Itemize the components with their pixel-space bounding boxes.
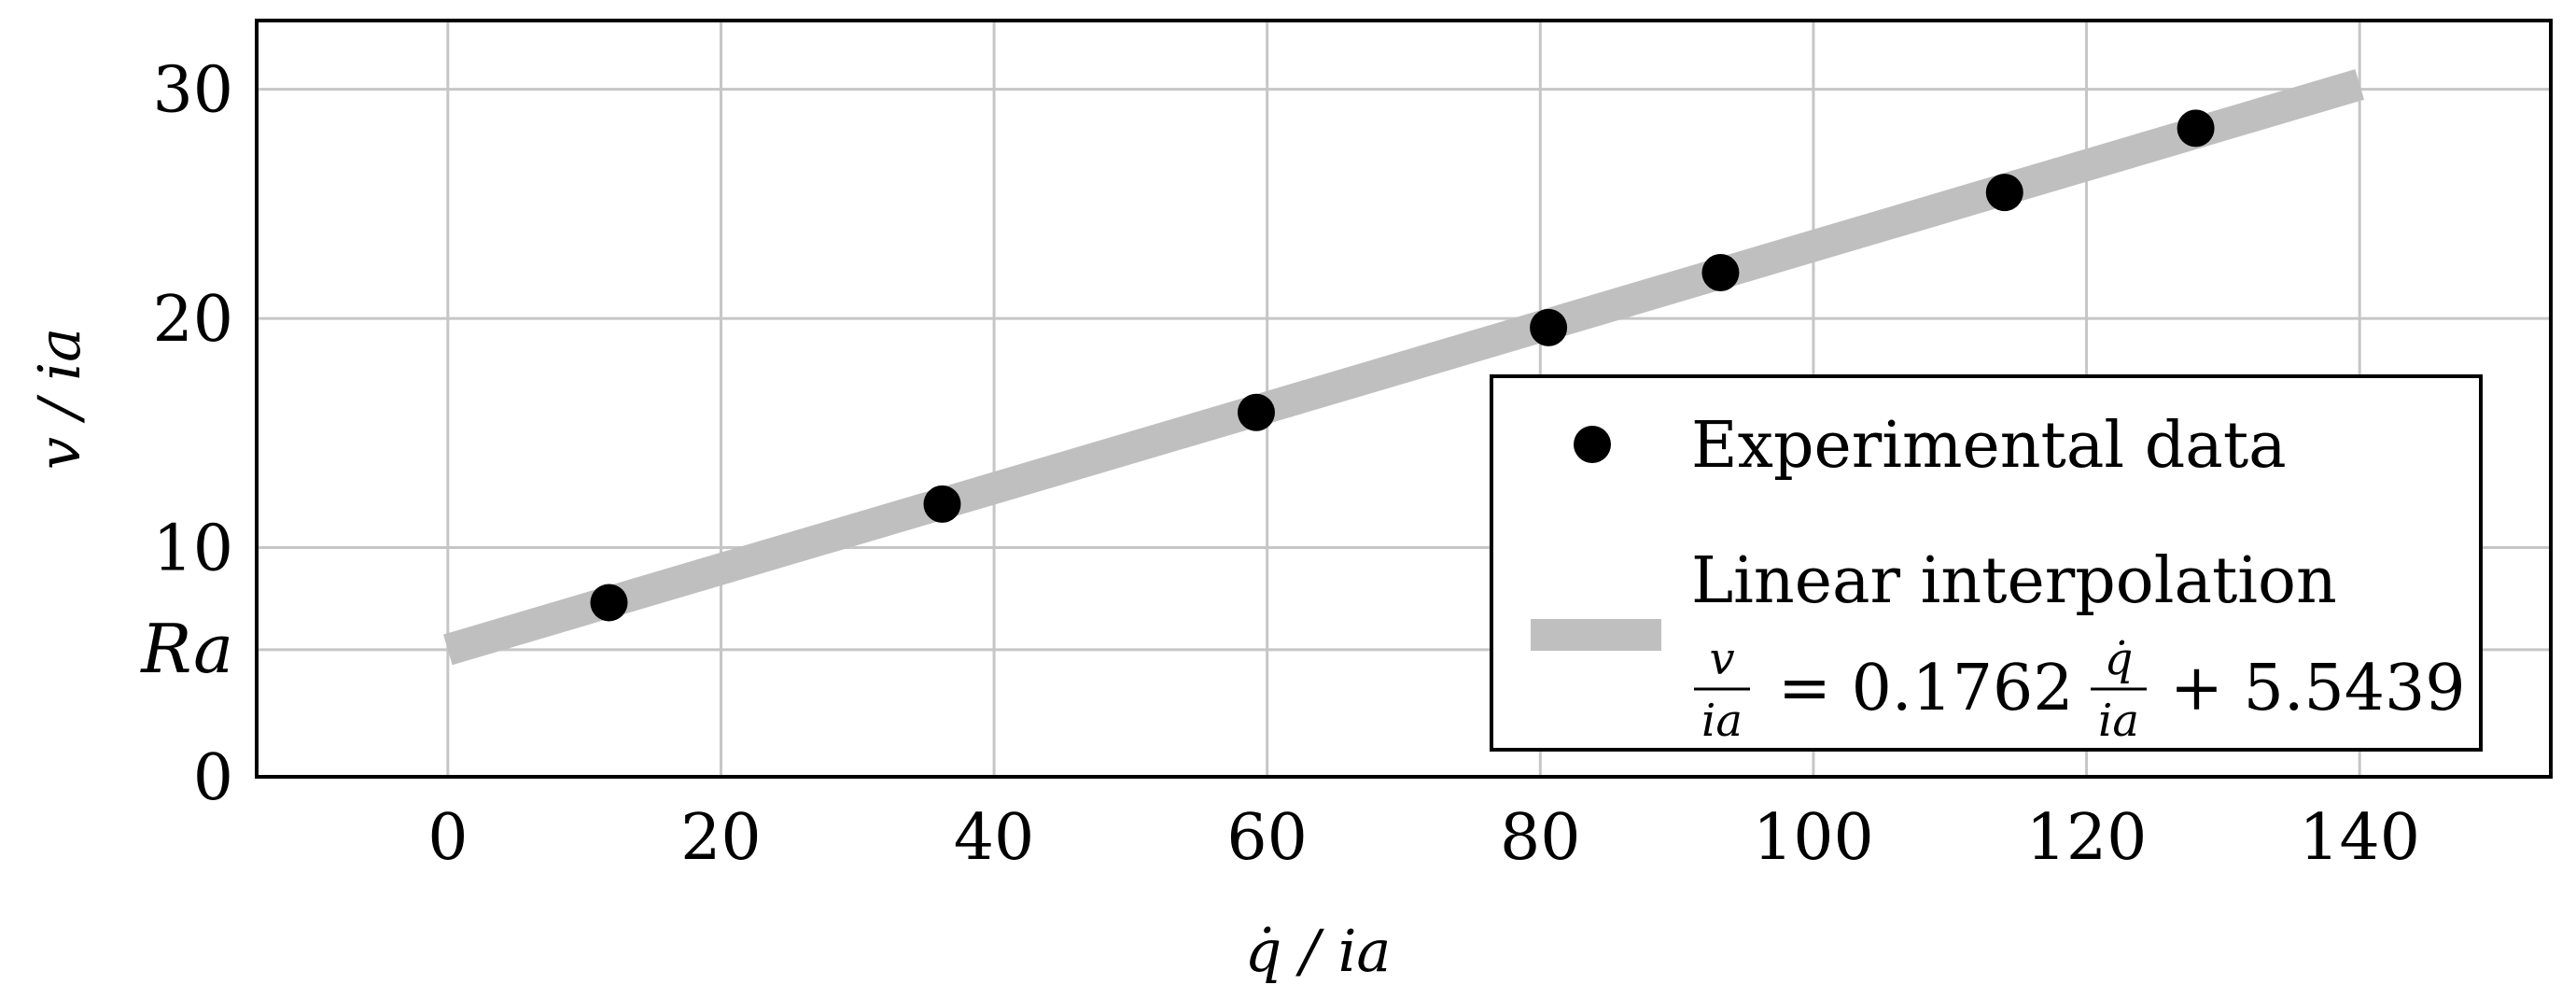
y-tick-label: 10 <box>152 513 233 586</box>
legend: Experimental data Linear interpolation v… <box>1490 374 2483 752</box>
data-point <box>1701 254 1740 291</box>
x-tick-label: 100 <box>1753 801 1874 875</box>
equation-rhs-numerator: q̇ <box>2105 633 2134 685</box>
x-tick-labels: 0 20 40 60 80 100 120 140 <box>427 801 2420 875</box>
x-tick-label: 20 <box>680 801 762 875</box>
y-tick-label: 0 <box>193 741 233 815</box>
x-tick-label: 120 <box>2026 801 2148 875</box>
y-tick-label: 20 <box>152 283 233 357</box>
plot-frame <box>255 19 2553 779</box>
legend-scatter-marker <box>1574 426 1611 463</box>
equation-coefficient: = 0.1762 <box>1778 652 2074 725</box>
linear-interpolation-line <box>443 69 2364 666</box>
data-point <box>1985 174 2023 212</box>
legend-scatter-label: Experimental data <box>1691 409 2287 483</box>
x-tick-label: 140 <box>2299 801 2420 875</box>
data-point <box>923 485 961 523</box>
equation-rhs-denominator: ia <box>2098 695 2139 747</box>
fit-line-segment <box>443 69 2364 666</box>
legend-line-label: Linear interpolation <box>1691 544 2337 618</box>
x-tick-label: 40 <box>954 801 1035 875</box>
data-point <box>590 584 628 622</box>
y-tick-label: 30 <box>152 54 233 128</box>
x-tick-label: 60 <box>1226 801 1308 875</box>
x-tick-label: 80 <box>1500 801 1581 875</box>
y-tick-label-ra: Ra <box>139 610 233 688</box>
x-axis-label: q̇ / ia <box>1245 917 1392 985</box>
y-axis-label: v / ia <box>25 328 93 470</box>
y-tick-labels: 0 10 20 30 <box>152 54 233 815</box>
x-tick-label: 0 <box>427 801 468 875</box>
data-point <box>1530 308 1568 346</box>
equation-lhs-denominator: ia <box>1701 695 1743 747</box>
equation-tail: + 5.5439 <box>2170 652 2466 725</box>
data-point <box>1237 393 1275 431</box>
equation-lhs-numerator: v <box>1709 633 1734 685</box>
legend-box <box>1490 374 2483 752</box>
legend-equation: v ia = 0.1762 q̇ ia + 5.5439 <box>1694 633 2466 747</box>
experimental-data-points <box>590 109 2215 622</box>
data-point <box>2177 109 2215 148</box>
